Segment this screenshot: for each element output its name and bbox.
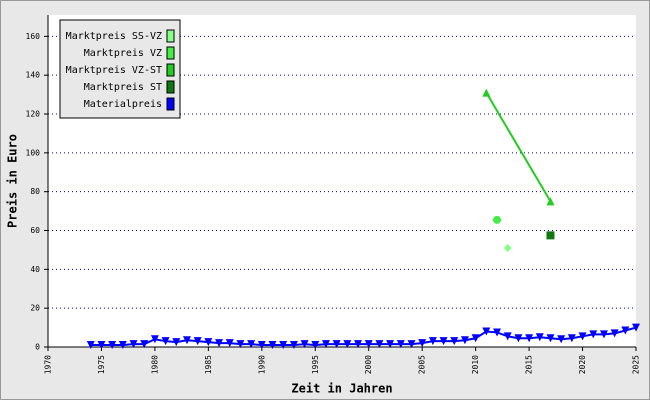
- marker: [610, 329, 619, 338]
- legend-box: [59, 19, 181, 119]
- marker: [460, 336, 469, 345]
- marker: [364, 340, 373, 349]
- y-tick-label: 100: [26, 148, 41, 157]
- x-tick-label: 1985: [204, 355, 213, 374]
- legend-swatch: [166, 80, 175, 94]
- marker: [321, 340, 330, 349]
- marker: [289, 341, 298, 350]
- marker: [129, 340, 138, 349]
- marker: [396, 340, 405, 349]
- marker: [546, 197, 555, 206]
- marker: [632, 323, 640, 332]
- marker: [140, 340, 149, 349]
- x-tick-label: 1995: [311, 355, 320, 374]
- legend-swatch: [166, 46, 175, 60]
- x-tick-label: 1980: [150, 355, 159, 374]
- marker: [108, 341, 117, 350]
- marker: [514, 334, 523, 343]
- marker: [332, 340, 341, 349]
- marker: [621, 326, 630, 335]
- marker: [546, 334, 555, 343]
- legend-swatch: [166, 63, 175, 77]
- x-axis-title: Zeit in Jahren: [291, 382, 392, 396]
- marker: [589, 330, 598, 339]
- y-axis-title: Preis in Euro: [6, 134, 20, 228]
- series-line: [485, 92, 552, 202]
- marker: [215, 339, 224, 348]
- x-tick-label: 2010: [471, 355, 480, 374]
- marker: [86, 341, 95, 350]
- marker: [375, 340, 384, 349]
- marker: [257, 341, 266, 350]
- marker: [247, 340, 256, 349]
- marker: [493, 328, 502, 337]
- y-tick-label: 160: [26, 32, 41, 41]
- marker: [150, 335, 159, 344]
- legend-swatch: [166, 29, 175, 43]
- marker: [236, 340, 245, 349]
- marker: [439, 337, 448, 346]
- legend-label: Marktpreis VZ-ST: [66, 65, 162, 76]
- legend-label: Marktpreis ST: [84, 82, 162, 93]
- marker: [279, 341, 288, 350]
- marker: [407, 340, 416, 349]
- y-tick-label: 40: [30, 265, 40, 274]
- y-tick-label: 0: [35, 343, 40, 352]
- x-tick-label: 2005: [418, 355, 427, 374]
- marker: [193, 337, 202, 346]
- x-tick-label: 2020: [578, 355, 587, 374]
- y-tick-label: 140: [26, 71, 41, 80]
- x-tick-label: 2025: [632, 355, 641, 374]
- series-line: [90, 326, 637, 347]
- marker: [471, 334, 480, 343]
- x-tick-label: 1970: [44, 355, 53, 374]
- x-tick-label: 1975: [97, 355, 106, 374]
- marker: [343, 340, 352, 349]
- legend-swatch: [166, 97, 175, 111]
- marker: [97, 341, 106, 350]
- marker: [161, 337, 170, 346]
- marker: [567, 334, 576, 343]
- marker: [118, 341, 127, 350]
- marker: [172, 338, 181, 347]
- marker: [503, 243, 512, 252]
- y-tick-label: 20: [30, 304, 40, 313]
- marker: [268, 341, 277, 350]
- legend-label: Marktpreis SS-VZ: [66, 31, 162, 42]
- x-tick-label: 1990: [257, 355, 266, 374]
- marker: [225, 339, 234, 348]
- legend-label: Materialpreis: [84, 99, 162, 110]
- marker: [503, 332, 512, 341]
- marker: [354, 340, 363, 349]
- x-tick-label: 2000: [364, 355, 373, 374]
- y-tick-label: 80: [30, 187, 40, 196]
- marker: [300, 340, 309, 349]
- marker: [599, 330, 608, 339]
- marker: [482, 88, 491, 97]
- marker: [525, 334, 534, 343]
- marker: [557, 335, 566, 344]
- marker: [418, 339, 427, 348]
- marker: [482, 327, 491, 336]
- marker: [493, 215, 502, 224]
- y-tick-label: 60: [30, 226, 40, 235]
- y-tick-label: 120: [26, 110, 41, 119]
- legend-label: Marktpreis VZ: [84, 48, 162, 59]
- marker: [386, 340, 395, 349]
- marker: [428, 337, 437, 346]
- x-tick-label: 2015: [525, 355, 534, 374]
- marker: [182, 336, 191, 345]
- marker: [546, 231, 555, 240]
- marker: [578, 332, 587, 341]
- marker: [535, 333, 544, 342]
- marker: [450, 337, 459, 346]
- marker: [204, 338, 213, 347]
- marker: [311, 341, 320, 350]
